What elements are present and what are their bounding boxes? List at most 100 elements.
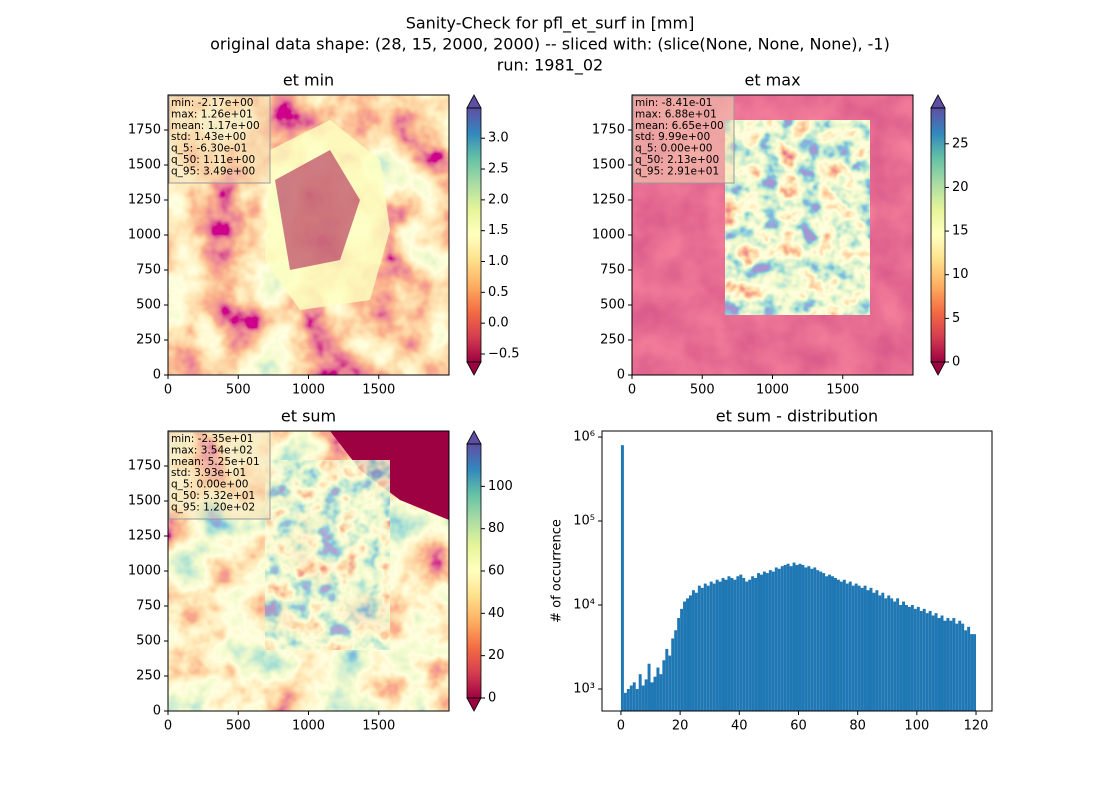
y-tick-label: 1000 bbox=[592, 228, 625, 243]
hist-bar bbox=[863, 585, 867, 711]
hist-bar bbox=[905, 605, 908, 711]
colorbar-tick-label: 2.0 bbox=[488, 192, 509, 207]
stats-line: q_50: 1.11e+00 bbox=[171, 154, 255, 166]
hist-bar bbox=[668, 655, 672, 711]
hist-bar bbox=[709, 581, 713, 711]
stats-line: q_95: 1.20e+02 bbox=[171, 501, 255, 513]
colorbar bbox=[931, 108, 945, 362]
hist-bar bbox=[659, 674, 663, 711]
colorbar-extend bbox=[466, 361, 482, 376]
y-tick-label: 0 bbox=[617, 368, 625, 383]
axes-title: et max bbox=[744, 71, 800, 90]
colorbar-tick-label: 25 bbox=[952, 136, 969, 151]
colorbar-frame bbox=[930, 107, 946, 363]
y-tick-label: 500 bbox=[136, 634, 161, 649]
hist-bar bbox=[795, 564, 799, 711]
hist-bar bbox=[762, 571, 766, 711]
hist-bar bbox=[940, 615, 944, 711]
y-tick-label: 250 bbox=[136, 333, 161, 348]
hist-bar bbox=[943, 620, 947, 711]
stats-line: q_5: 0.00e+00 bbox=[171, 479, 248, 491]
hist-bar bbox=[715, 579, 719, 711]
stats-line: q_50: 5.32e+01 bbox=[171, 490, 255, 502]
hist-bar bbox=[961, 623, 965, 711]
hist-bar bbox=[620, 445, 624, 711]
hist-bar bbox=[819, 571, 823, 711]
hist-bar bbox=[833, 577, 837, 711]
colorbar-tick-label: 15 bbox=[952, 224, 969, 239]
colorbar-frame bbox=[466, 107, 482, 363]
x-tick-label: 1500 bbox=[362, 383, 395, 398]
stats-line: std: 1.43e+00 bbox=[171, 131, 246, 143]
stats-line: q_5: -6.30e-01 bbox=[171, 143, 247, 155]
y-tick-label: 10³ bbox=[573, 681, 595, 696]
hist-bar bbox=[937, 618, 941, 711]
x-tick-label: 120 bbox=[964, 719, 989, 734]
hist-bar bbox=[768, 570, 772, 711]
hist-bar bbox=[919, 610, 923, 711]
hist-bar bbox=[890, 598, 894, 711]
y-tick-label: 750 bbox=[136, 599, 161, 614]
y-tick-label: 10⁶ bbox=[573, 430, 595, 445]
stats-line: min: -8.41e-01 bbox=[635, 97, 712, 109]
hist-bar bbox=[792, 562, 796, 711]
hist-bar bbox=[665, 648, 669, 711]
stats-line: max: 1.26e+01 bbox=[171, 108, 253, 120]
hist-bar bbox=[872, 592, 876, 711]
hist-bar bbox=[931, 615, 935, 711]
colorbar-tick-label: 20 bbox=[488, 648, 505, 663]
stats-line: min: -2.35e+01 bbox=[171, 433, 253, 445]
hist-bar bbox=[653, 676, 657, 711]
hist-bar bbox=[913, 608, 917, 711]
stats-line: mean: 5.25e+01 bbox=[171, 456, 260, 468]
hist-bar bbox=[771, 571, 775, 711]
colorbar bbox=[467, 444, 481, 698]
hist-bar bbox=[671, 638, 675, 711]
hist-bar bbox=[902, 601, 906, 711]
hist-bar bbox=[760, 574, 763, 711]
hist-bar bbox=[736, 576, 740, 711]
hist-bar bbox=[925, 613, 929, 711]
hist-bar bbox=[964, 630, 968, 711]
colorbar-tick-label: 0 bbox=[488, 691, 496, 706]
x-tick-label: 40 bbox=[731, 719, 748, 734]
hist-bar bbox=[641, 685, 645, 711]
hist-bar bbox=[662, 660, 666, 711]
y-tick-label: 0 bbox=[153, 704, 161, 719]
y-tick-label: 10⁵ bbox=[573, 514, 595, 529]
y-tick-label: 1750 bbox=[592, 123, 625, 138]
hist-bar bbox=[650, 682, 654, 711]
y-tick-label: 1000 bbox=[128, 564, 161, 579]
hist-bar bbox=[647, 663, 651, 711]
y-tick-label: 0 bbox=[153, 368, 161, 383]
hist-bar bbox=[831, 576, 834, 711]
y-tick-label: 1500 bbox=[128, 158, 161, 173]
x-tick-label: 0 bbox=[628, 383, 636, 398]
hist-bar bbox=[848, 581, 852, 711]
hist-bar bbox=[718, 581, 722, 711]
hist-bar bbox=[949, 620, 953, 711]
hist-bar bbox=[739, 574, 743, 711]
hist-bar bbox=[916, 606, 920, 711]
hist-bar bbox=[922, 608, 926, 711]
hist-bar bbox=[887, 595, 891, 711]
hist-bar bbox=[644, 679, 648, 711]
x-tick-label: 60 bbox=[790, 719, 807, 734]
hist-bar bbox=[789, 566, 793, 711]
hist-bar bbox=[635, 688, 639, 711]
colorbar-tick-label: 0 bbox=[952, 355, 960, 370]
hist-bar bbox=[828, 574, 832, 711]
hist-bar bbox=[727, 576, 731, 711]
hist-bar bbox=[910, 605, 914, 711]
hist-bar bbox=[836, 579, 840, 711]
hist-bar bbox=[816, 570, 820, 711]
hist-bar bbox=[866, 590, 870, 711]
y-tick-label: 250 bbox=[600, 333, 625, 348]
hist-bar bbox=[822, 573, 826, 711]
colorbar-tick-label: 1.5 bbox=[488, 223, 509, 238]
colorbar-tick-label: 100 bbox=[488, 479, 513, 494]
colorbar-tick-label: 1.0 bbox=[488, 254, 509, 269]
hist-bar bbox=[626, 688, 630, 711]
hist-bar bbox=[958, 620, 962, 711]
hist-bar bbox=[780, 566, 784, 711]
